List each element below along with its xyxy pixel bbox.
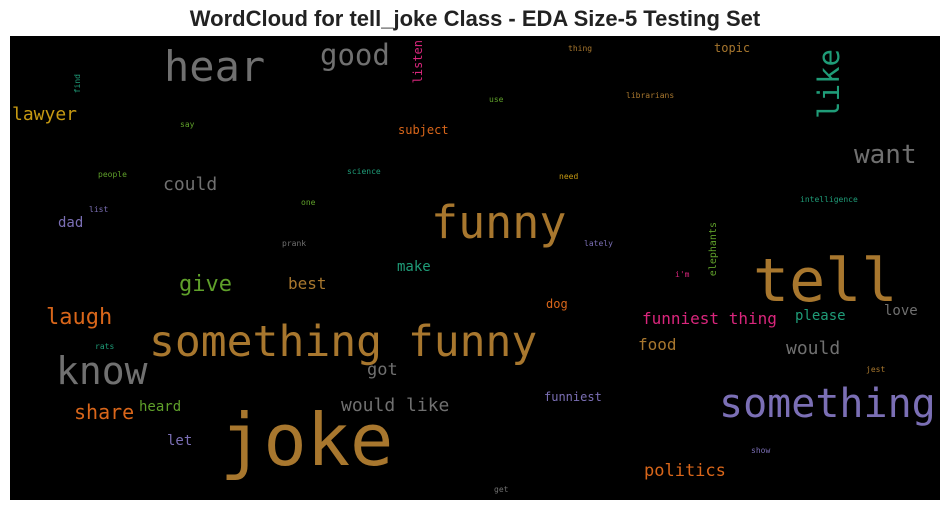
word-lately: lately xyxy=(584,239,613,248)
word-science: science xyxy=(347,167,381,176)
word-hear: hear xyxy=(164,42,266,91)
word-need: need xyxy=(559,172,579,181)
word-love: love xyxy=(884,303,918,319)
word-food: food xyxy=(638,335,677,354)
word-share: share xyxy=(74,400,135,424)
word-people: people xyxy=(98,170,127,179)
word-got: got xyxy=(367,360,398,380)
word-could: could xyxy=(163,174,218,195)
word-topic: topic xyxy=(714,41,751,55)
word-give: give xyxy=(179,272,232,297)
word-prank: prank xyxy=(282,239,307,248)
word-find: find xyxy=(73,74,82,94)
word-say: say xyxy=(180,120,195,129)
word-rats: rats xyxy=(95,342,115,351)
word-something: something xyxy=(719,381,936,427)
word-funny: funny xyxy=(431,196,567,249)
word-tell: tell xyxy=(753,246,898,316)
word-like: like xyxy=(812,49,846,119)
word-make: make xyxy=(397,259,431,275)
word-lawyer: lawyer xyxy=(12,104,78,125)
word-use: use xyxy=(489,95,504,104)
word-funniest: funniest xyxy=(544,390,602,404)
word-thing: thing xyxy=(568,44,593,53)
word-please: please xyxy=(795,308,846,324)
word-dog: dog xyxy=(546,297,568,311)
word-librarians: librarians xyxy=(626,91,675,100)
word-would: would xyxy=(786,338,841,359)
word-heard: heard xyxy=(139,399,182,415)
word-one: one xyxy=(301,198,316,207)
word-im: i'm xyxy=(675,270,690,279)
word-laugh: laugh xyxy=(46,305,113,330)
word-elephants: elephants xyxy=(708,222,719,277)
word-funniest-thing: funniest thing xyxy=(642,309,777,328)
word-get: get xyxy=(494,485,509,494)
word-dad: dad xyxy=(58,215,84,231)
word-would-like: would like xyxy=(341,395,450,416)
word-list: list xyxy=(89,205,109,214)
word-know: know xyxy=(56,349,148,393)
word-something-funny: something funny xyxy=(149,317,538,367)
word-joke: joke xyxy=(220,398,394,482)
word-cloud: joke tell something funny funny somethin… xyxy=(10,36,940,500)
word-show: show xyxy=(751,446,771,455)
word-politics: politics xyxy=(644,461,726,481)
word-best: best xyxy=(288,274,327,293)
word-want: want xyxy=(854,140,917,170)
word-let: let xyxy=(167,433,193,449)
word-jest: jest xyxy=(866,365,886,374)
word-good: good xyxy=(320,38,390,72)
word-subject: subject xyxy=(398,123,449,137)
word-intelligence: intelligence xyxy=(800,195,858,204)
chart-title: WordCloud for tell_joke Class - EDA Size… xyxy=(189,6,761,31)
word-listen: listen xyxy=(411,40,425,84)
